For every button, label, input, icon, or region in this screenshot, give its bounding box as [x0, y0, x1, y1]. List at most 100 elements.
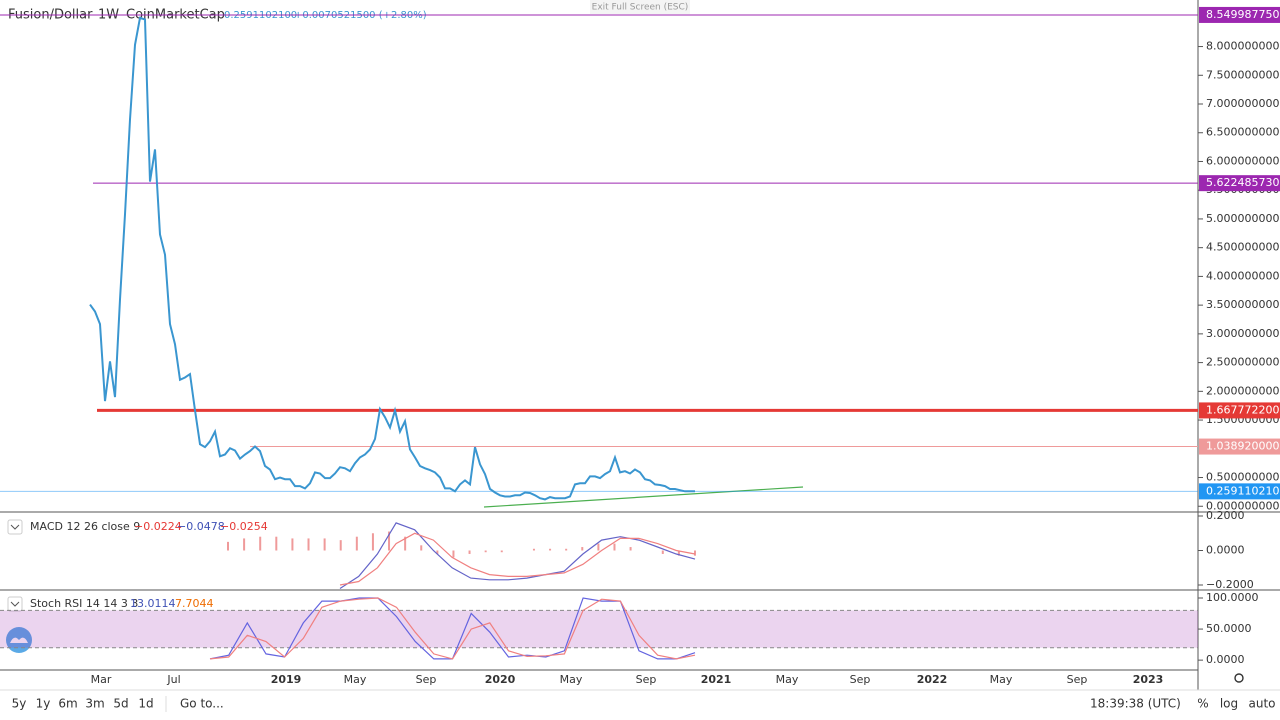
- x-tick-label: Sep: [850, 673, 871, 686]
- y-tick-label: 4.0000000000: [1206, 269, 1280, 282]
- macd-reading: −0.0224: [134, 520, 182, 533]
- histogram-bar: [581, 547, 584, 551]
- x-tick-label: 2021: [701, 673, 732, 686]
- x-tick-label: Sep: [416, 673, 437, 686]
- level-label: 1.0389200000: [1206, 440, 1280, 453]
- macd-reading: −0.0478: [177, 520, 225, 533]
- level-badge: [1199, 483, 1280, 500]
- histogram-bar: [355, 536, 358, 551]
- x-tick-label: 2022: [917, 673, 948, 686]
- histogram-bar: [629, 547, 632, 551]
- stoch-band: [0, 610, 1198, 648]
- y-tick-label: 0.0000: [1206, 544, 1245, 557]
- y-tick-label: 4.5000000000: [1206, 241, 1280, 254]
- range-button[interactable]: 5y: [12, 697, 27, 711]
- histogram-bar: [549, 548, 552, 551]
- y-tick-label: 5.0000000000: [1206, 212, 1280, 225]
- histogram-bar: [388, 531, 391, 551]
- y-tick-label: −0.2000: [1206, 578, 1254, 591]
- trend-line: [483, 486, 804, 508]
- collapse-button[interactable]: [7, 596, 23, 612]
- clock: 18:39:38 (UTC): [1090, 697, 1181, 711]
- scale-option[interactable]: log: [1220, 697, 1238, 711]
- y-tick-label: 0.0000000000: [1206, 499, 1280, 512]
- y-tick-label: 0.2000: [1206, 509, 1245, 522]
- histogram-bar: [291, 538, 294, 551]
- x-tick-label: Sep: [636, 673, 657, 686]
- level-label: 5.6224857300: [1206, 176, 1280, 189]
- price-change: +0.0070521500 (+2.80%): [294, 10, 427, 21]
- x-tick-label: Jul: [166, 673, 180, 686]
- histogram-bar: [452, 550, 455, 558]
- scale-option[interactable]: auto: [1248, 697, 1275, 711]
- level-badge: [1199, 6, 1280, 23]
- range-button[interactable]: 6m: [58, 697, 77, 711]
- histogram-bar: [420, 545, 423, 551]
- level-label: 8.5499877500: [1206, 8, 1280, 21]
- histogram-bar: [404, 536, 407, 551]
- pane-icon-glyph: [10, 637, 28, 643]
- histogram-bar: [565, 548, 568, 551]
- level-label: 1.6677722000: [1206, 403, 1280, 416]
- macd-reading: −0.0254: [220, 520, 268, 533]
- goto-button[interactable]: Go to...: [180, 697, 224, 711]
- series-line: [209, 597, 696, 660]
- y-tick-label: 50.0000: [1206, 622, 1252, 635]
- y-tick-label: 3.0000000000: [1206, 327, 1280, 340]
- series-line: [89, 16, 695, 501]
- y-tick-label: 2.0000000000: [1206, 384, 1280, 397]
- y-tick-label: 2.5000000000: [1206, 356, 1280, 369]
- range-button[interactable]: 3m: [85, 697, 104, 711]
- range-button[interactable]: 1d: [138, 697, 153, 711]
- y-tick-label: 7.5000000000: [1206, 68, 1280, 81]
- y-tick-label: 7.0000000000: [1206, 97, 1280, 110]
- macd-title: MACD 12 26 close 9: [30, 520, 140, 533]
- y-tick-label: 3.5000000000: [1206, 298, 1280, 311]
- y-tick-label: 0.0000: [1206, 653, 1245, 666]
- histogram-bar: [323, 538, 326, 551]
- exit-label[interactable]: Exit Full Screen (ESC): [592, 3, 689, 13]
- x-tick-label: 2020: [485, 673, 516, 686]
- level-label: 0.2591102100: [1206, 484, 1280, 497]
- x-tick-label: May: [560, 673, 583, 686]
- series-line: [339, 522, 696, 590]
- histogram-bar: [500, 550, 503, 553]
- histogram-bar: [371, 533, 374, 551]
- histogram-bar: [484, 550, 487, 553]
- range-button[interactable]: 5d: [113, 697, 128, 711]
- x-tick-label: 2019: [271, 673, 302, 686]
- histogram-bar: [307, 538, 310, 551]
- collapse-button[interactable]: [7, 519, 23, 535]
- histogram-bar: [532, 548, 535, 551]
- y-tick-label: 8.0000000000: [1206, 40, 1280, 53]
- x-tick-label: 2023: [1133, 673, 1164, 686]
- histogram-bar: [227, 541, 229, 551]
- y-tick-label: 6.0000000000: [1206, 154, 1280, 167]
- settings-icon[interactable]: [1234, 673, 1244, 683]
- histogram-bar: [597, 543, 600, 551]
- last-price: 0.2591102100: [224, 10, 297, 21]
- exit-button[interactable]: [590, 0, 690, 14]
- scale-option[interactable]: %: [1197, 697, 1208, 711]
- histogram-bar: [275, 536, 278, 551]
- x-tick-label: May: [776, 673, 799, 686]
- histogram-bar: [468, 550, 471, 554]
- stoch-reading: 13.0114: [130, 597, 176, 610]
- x-tick-label: May: [990, 673, 1013, 686]
- histogram-bar: [613, 543, 616, 551]
- range-button[interactable]: 1y: [36, 697, 51, 711]
- x-tick-label: Sep: [1067, 673, 1088, 686]
- series-line: [339, 532, 696, 586]
- y-tick-label: 0.5000000000: [1206, 471, 1280, 484]
- histogram-bar: [259, 536, 262, 551]
- collapse-icon: [10, 601, 20, 607]
- histogram-bar: [661, 550, 664, 554]
- stoch-title: Stoch RSI 14 14 3 3: [30, 597, 138, 610]
- x-tick-label: May: [344, 673, 367, 686]
- stoch-reading: 7.7044: [175, 597, 214, 610]
- level-badge: [1199, 175, 1280, 192]
- x-tick-label: Mar: [91, 673, 112, 686]
